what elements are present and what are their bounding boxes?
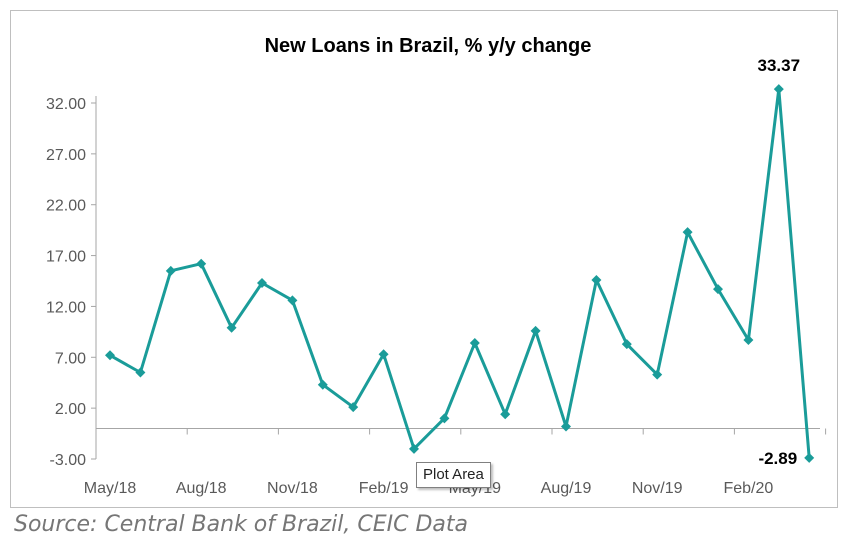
data-point-marker xyxy=(804,452,815,463)
data-point-marker xyxy=(378,349,389,360)
data-point-marker xyxy=(105,350,115,361)
data-point-marker xyxy=(317,379,328,390)
data-point-marker xyxy=(257,278,267,289)
plot-area-tooltip: Plot Area xyxy=(416,462,491,488)
data-point-marker xyxy=(469,338,480,349)
chart-axes: 32.00 27.00 22.00 17.00 12.00 7.00 2.00 -3.00 Ma… xyxy=(46,96,827,497)
y-tick-label: 32.00 xyxy=(46,96,86,113)
x-tick-label: Aug/19 xyxy=(541,480,592,497)
data-label: -2.89 xyxy=(758,449,797,468)
x-tick-label: Feb/19 xyxy=(359,480,409,497)
y-tick-label: 2.00 xyxy=(55,401,86,418)
data-point-marker xyxy=(135,367,146,378)
data-point-marker xyxy=(591,274,602,285)
data-point-marker xyxy=(409,443,419,454)
data-point-marker xyxy=(348,402,359,413)
y-tick-label: 27.00 xyxy=(46,147,86,164)
x-tick-label: Nov/18 xyxy=(267,480,318,497)
data-point-marker xyxy=(287,295,298,306)
y-tick-label: 22.00 xyxy=(46,198,86,215)
x-tick-label: Nov/19 xyxy=(632,480,683,497)
y-tick-label: 12.00 xyxy=(46,299,86,316)
chart-frame xyxy=(10,10,838,508)
data-point-marker xyxy=(743,334,754,345)
data-point-marker xyxy=(500,409,511,420)
data-point-marker xyxy=(652,369,663,380)
x-tick-label: Aug/18 xyxy=(176,480,227,497)
y-tick-label: 7.00 xyxy=(55,350,86,367)
series-line xyxy=(105,84,815,463)
data-point-marker xyxy=(439,413,450,424)
chart-title: New Loans in Brazil, % y/y change xyxy=(265,35,592,57)
data-point-marker xyxy=(196,258,207,269)
data-point-marker xyxy=(682,227,693,238)
data-point-marker xyxy=(530,325,541,336)
y-tick-label: 17.00 xyxy=(46,249,86,266)
data-point-marker xyxy=(773,84,784,95)
data-point-marker xyxy=(561,421,571,432)
data-label: 33.37 xyxy=(758,56,801,75)
data-point-marker xyxy=(165,265,176,276)
data-point-marker xyxy=(226,322,237,333)
x-tick-label: Feb/20 xyxy=(723,480,773,497)
source-note: Source: Central Bank of Brazil, CEIC Dat… xyxy=(14,512,469,537)
x-tick-label: May/18 xyxy=(84,480,137,497)
series-line-path xyxy=(109,87,811,459)
data-point-marker xyxy=(621,339,632,350)
data-labels: 33.37 -2.89 xyxy=(758,56,801,468)
data-point-marker xyxy=(713,284,723,295)
y-tick-label: -3.00 xyxy=(50,452,87,469)
